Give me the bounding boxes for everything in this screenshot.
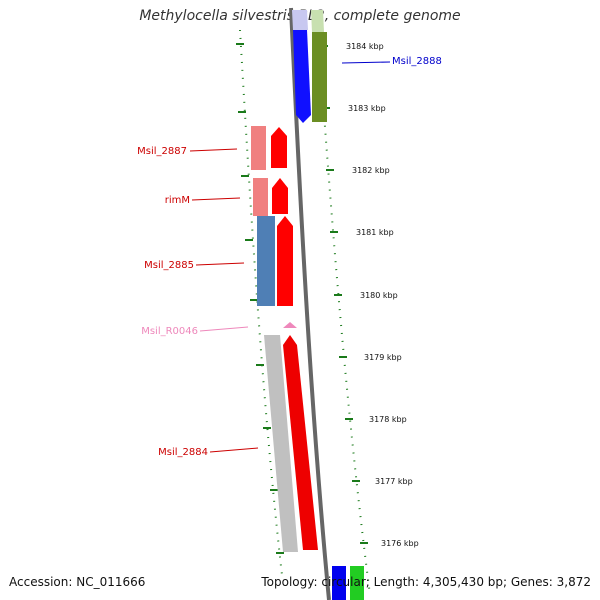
gene-msil-2887 — [271, 127, 287, 168]
gene-label: Msil_R0046 — [141, 326, 198, 337]
tick-label: 3177 kbp — [375, 477, 413, 486]
leader-rimm — [191, 197, 241, 201]
leader-msil-2884 — [209, 447, 259, 453]
tick-label: 3182 kbp — [352, 166, 390, 175]
gene-label: Msil_2887 — [137, 146, 187, 157]
tick-label: 3179 kbp — [364, 353, 402, 362]
gene-msil-2888-shadow — [292, 10, 308, 30]
gene-rimm — [272, 178, 288, 214]
gene-label: Msil_2885 — [144, 260, 194, 271]
gene-label: Msil_2884 — [158, 447, 208, 458]
tick-label: 3176 kbp — [381, 539, 419, 548]
gene-olive — [312, 32, 327, 122]
gene-msil-2885-shadow — [257, 216, 275, 306]
gene-msil-2884-shadow — [264, 335, 298, 552]
leader-msil-2888 — [341, 61, 391, 64]
gene-msil-2887-shadow — [251, 126, 266, 170]
rna-msil-r0046 — [283, 322, 297, 328]
gene-olive-shadow — [311, 10, 324, 32]
tick-label: 3184 kbp — [346, 42, 384, 51]
accession-text: Accession: NC_011666 — [9, 575, 146, 589]
leader-msil-2887 — [189, 148, 238, 152]
tick-label: 3183 kbp — [348, 104, 386, 113]
gene-msil-2888 — [293, 30, 311, 123]
tick-label: 3181 kbp — [356, 228, 394, 237]
leader-msil-2885 — [195, 262, 245, 266]
tick-label: 3178 kbp — [369, 415, 407, 424]
gene-bottom-green — [350, 566, 364, 600]
backbone-ring — [289, 7, 331, 600]
gene-rimm-shadow — [253, 178, 268, 216]
genome-summary: Topology: circular; Length: 4,305,430 bp… — [261, 575, 591, 589]
gene-label: Msil_2888 — [392, 56, 442, 67]
gene-msil-2885 — [277, 216, 293, 306]
leader-msil-r0046 — [199, 326, 249, 332]
gene-label: rimM — [165, 195, 190, 206]
gene-bottom-blue — [332, 566, 346, 600]
tick-label: 3180 kbp — [360, 291, 398, 300]
inner-major-ticks — [236, 43, 284, 554]
inner-tick-ring — [239, 29, 283, 576]
gene-msil-2884 — [283, 335, 318, 550]
